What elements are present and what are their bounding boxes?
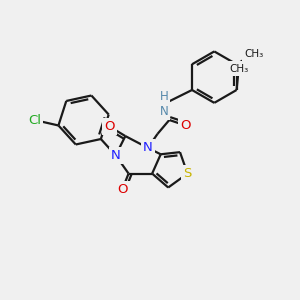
Text: CH₃: CH₃ — [229, 64, 248, 74]
Text: O: O — [180, 119, 190, 132]
Text: S: S — [183, 167, 192, 180]
Text: H
N: H N — [160, 90, 168, 118]
Text: N: N — [143, 141, 153, 154]
Text: N: N — [111, 149, 121, 162]
Text: O: O — [117, 183, 128, 196]
Text: Cl: Cl — [28, 114, 41, 127]
Text: O: O — [104, 120, 115, 133]
Text: CH₃: CH₃ — [244, 49, 263, 58]
